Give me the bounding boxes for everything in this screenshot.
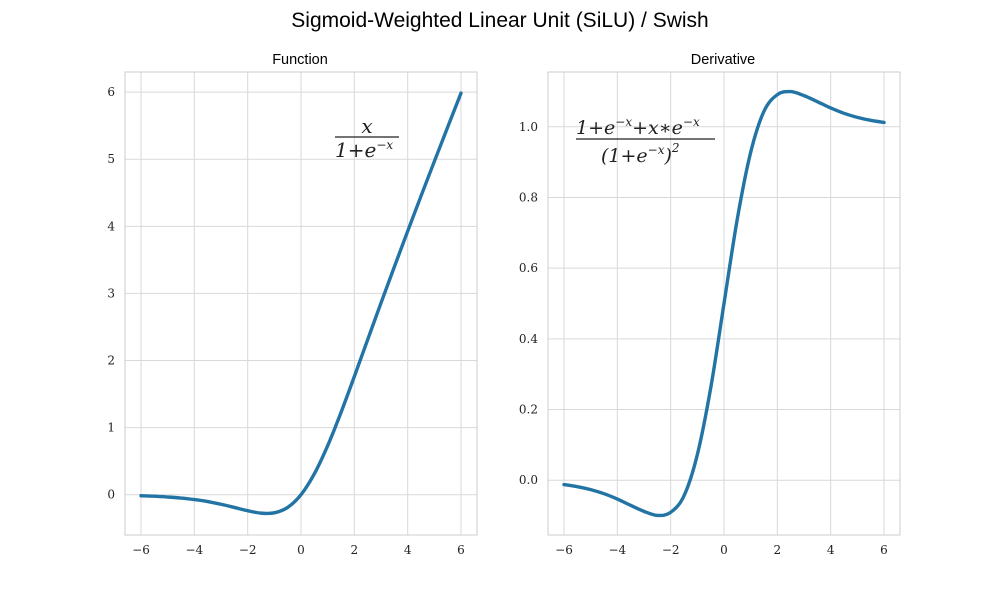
function-tick-labels: −6 −4 −2 0 2 4 6 0 1 2 3 4 5 6 (107, 85, 464, 557)
derivative-y-tick-label: 0.2 (519, 403, 538, 417)
function-grid (125, 72, 477, 535)
derivative-formula-numerator: 1+e−x+x∗e−x (576, 115, 700, 139)
derivative-series-line (562, 89, 886, 518)
function-x-tick-label: −2 (239, 543, 257, 557)
function-y-tick-label: 3 (107, 286, 115, 300)
function-x-tick-label: −6 (132, 543, 150, 557)
derivative-formula-denominator-part-a: (1+e (601, 145, 648, 167)
derivative-x-tick-label: −2 (662, 543, 680, 557)
function-formula-denominator-exponent: −x (376, 138, 393, 152)
derivative-x-tick-label: 4 (827, 543, 835, 557)
derivative-formula-numerator-exponent-2: −x (683, 115, 700, 129)
derivative-y-tick-label: 0.8 (519, 190, 538, 204)
function-panel-title: Function (272, 52, 328, 68)
derivative-formula-denominator-exponent-2: 2 (671, 141, 680, 155)
derivative-x-tick-label: 0 (720, 543, 728, 557)
derivative-y-tick-label: 0.0 (519, 473, 538, 487)
function-x-tick-label: 4 (404, 543, 412, 557)
derivative-axes-frame (547, 71, 901, 536)
function-y-tick-label: 0 (107, 488, 115, 502)
function-x-tick-label: 0 (297, 543, 305, 557)
function-x-tick-label: 2 (351, 543, 359, 557)
derivative-formula-numerator-part-b: +x∗e (632, 117, 683, 139)
derivative-grid (548, 72, 900, 535)
derivative-formula-denominator-exponent-1: −x (648, 143, 665, 157)
function-y-tick-label: 6 (107, 85, 115, 99)
function-y-tick-label: 2 (107, 354, 115, 368)
derivative-y-tick-label: 0.4 (519, 332, 538, 346)
figure-title: Sigmoid-Weighted Linear Unit (SiLU) / Sw… (291, 9, 708, 32)
derivative-y-tick-label: 1.0 (519, 120, 538, 134)
derivative-formula-denominator: (1+e−x)2 (601, 141, 680, 167)
function-y-tick-label: 4 (107, 219, 115, 233)
function-x-tick-label: 6 (457, 543, 465, 557)
function-formula-denominator-base: 1+e (335, 138, 376, 162)
function-y-tick-label: 1 (107, 421, 115, 435)
derivative-x-tick-label: 2 (774, 543, 782, 557)
function-y-tick-label: 5 (107, 152, 115, 166)
derivative-panel: Derivative −6 −4 −2 0 2 4 60.00.20.40.60.81.0 … (519, 52, 901, 557)
function-formula-numerator: x (361, 114, 372, 138)
function-panel: Function −6 −4 −2 0 2 4 6 0 1 2 3 4 5 6 x 1+e−x (107, 52, 478, 557)
derivative-y-tick-label: 0.6 (519, 261, 538, 275)
function-series-line (139, 91, 463, 516)
derivative-x-tick-label: −4 (608, 543, 626, 557)
derivative-formula: 1+e−x+x∗e−x (1+e−x)2 (576, 115, 715, 167)
derivative-formula-numerator-exponent-1: −x (615, 115, 632, 129)
derivative-formula-numerator-part-a: 1+e (576, 117, 615, 139)
function-formula-denominator: 1+e−x (335, 138, 393, 162)
derivative-panel-title: Derivative (691, 52, 755, 68)
derivative-formula-denominator-part-b: ) (664, 145, 672, 167)
derivative-x-tick-label: 6 (880, 543, 888, 557)
function-axes-frame (124, 71, 478, 536)
function-formula: x 1+e−x (335, 114, 399, 162)
function-x-tick-label: −4 (185, 543, 203, 557)
derivative-tick-labels: −6 −4 −2 0 2 4 6 0.0 0.2 0.4 0.6 0.8 1.0 (519, 120, 888, 557)
derivative-x-tick-label: −6 (555, 543, 573, 557)
